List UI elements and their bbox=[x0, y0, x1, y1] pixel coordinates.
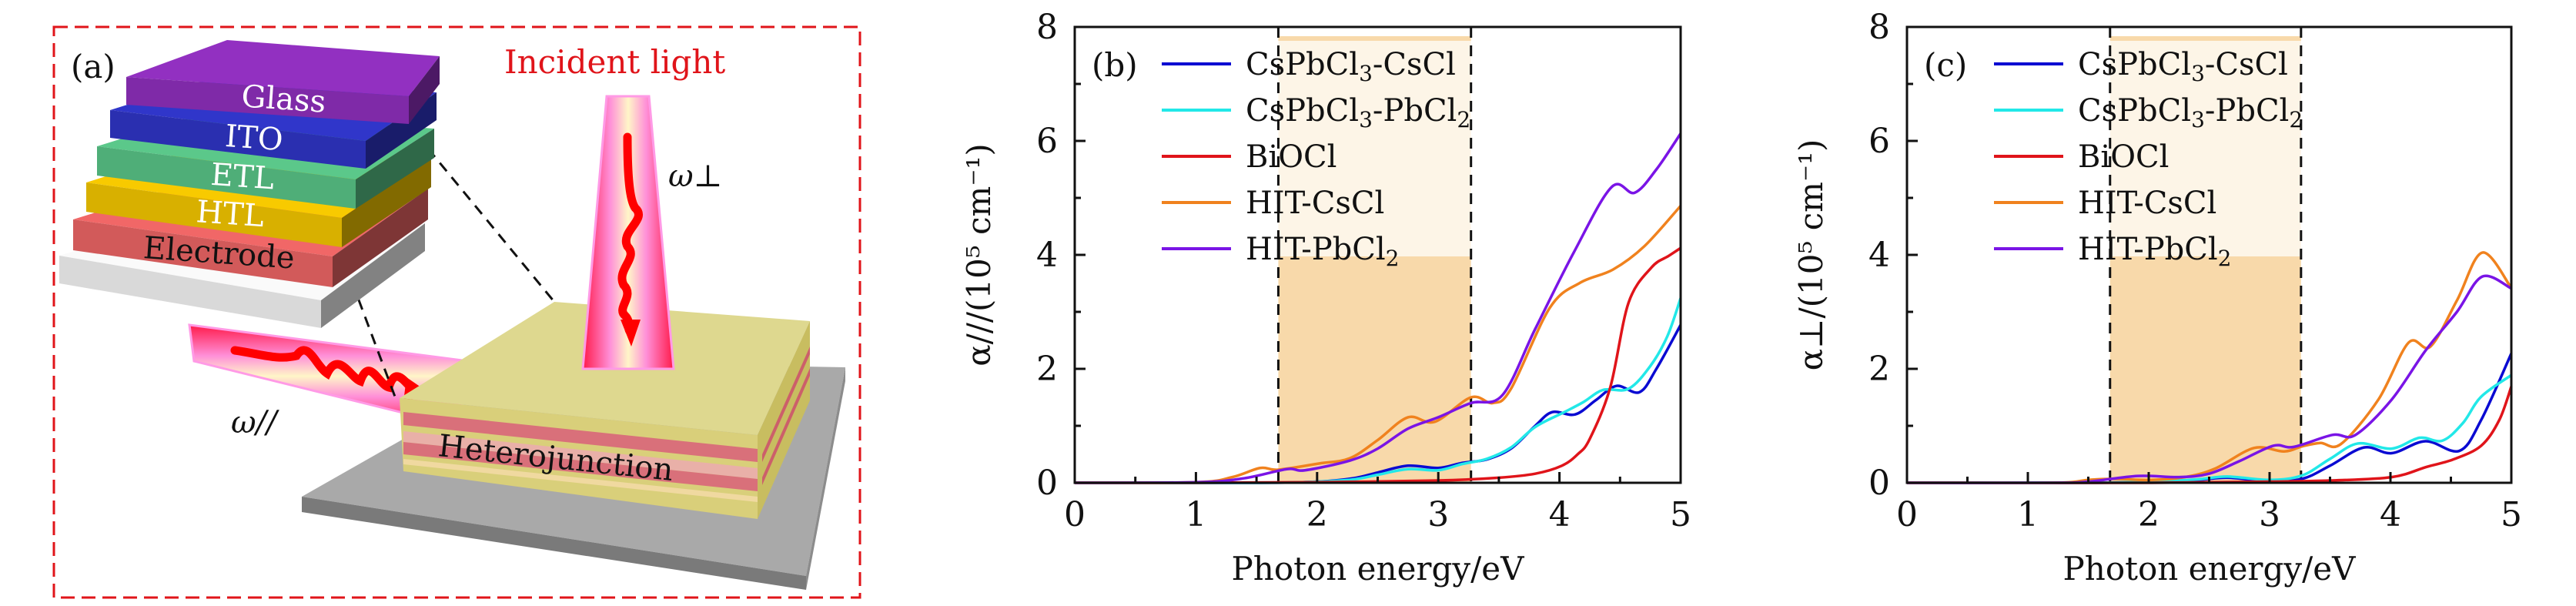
stack-layer-label: Glass bbox=[240, 79, 327, 120]
legend-label: CsPbCl3​-PbCl2​ bbox=[2078, 93, 2303, 132]
legend-background bbox=[1244, 41, 1490, 256]
panel-c-chart: 0 1 2 3 4 5 0 2 4 6 8 Photon energy/eV α⊥/(10⁵ cm⁻¹)… bbox=[1792, 8, 2522, 588]
legend-label: HIT-PbCl2​ bbox=[1246, 232, 1399, 271]
legend-label: CsPbCl3​-PbCl2​ bbox=[1246, 93, 1470, 132]
legend-item: HIT-CsCl bbox=[1994, 186, 2216, 221]
y-tick-label: 6 bbox=[1868, 122, 1890, 161]
x-tick-label: 0 bbox=[1896, 495, 1918, 534]
x-tick-label: 1 bbox=[2017, 495, 2039, 534]
x-tick-label: 2 bbox=[2138, 495, 2159, 534]
legend-item: CsPbCl3​-PbCl2​ bbox=[1162, 93, 1470, 132]
legend-label: HIT-CsCl bbox=[1246, 186, 1384, 221]
x-tick-label: 2 bbox=[1306, 495, 1328, 534]
panel-label: (c) bbox=[1924, 46, 1967, 84]
legend-item: CsPbCl3​-CsCl bbox=[1994, 47, 2288, 86]
y-tick-label: 0 bbox=[1036, 464, 1058, 503]
x-tick-label: 0 bbox=[1064, 495, 1086, 534]
y-tick-label: 2 bbox=[1868, 350, 1890, 389]
legend-item: CsPbCl3​-CsCl bbox=[1162, 47, 1456, 86]
panel-a: (a) Heterojunction bbox=[52, 25, 861, 599]
omega-perp-label: ω⊥ bbox=[668, 159, 722, 194]
perpendicular-light-beam bbox=[581, 95, 675, 370]
panel-b-chart: 0 1 2 3 4 5 0 2 4 6 8 Photon energy/eV α///(10⁵ cm⁻¹… bbox=[960, 8, 1691, 588]
legend-item: HIT-CsCl bbox=[1162, 186, 1384, 221]
legend-item: BiOCl bbox=[1162, 139, 1337, 175]
series-line-hit-pbcl2 bbox=[1074, 132, 1682, 484]
series-line-hit-cscl bbox=[1074, 205, 1682, 484]
y-tick-label: 4 bbox=[1036, 236, 1058, 275]
x-tick-label: 4 bbox=[2380, 495, 2401, 534]
x-axis-title: Photon energy/eV bbox=[1232, 550, 1525, 588]
legend-label: BiOCl bbox=[2078, 139, 2169, 175]
incident-light-label: Incident light bbox=[504, 43, 725, 81]
x-tick-label: 1 bbox=[1185, 495, 1206, 534]
panel-a-label: (a) bbox=[71, 48, 115, 85]
stack-layer-glass: Glass bbox=[126, 40, 440, 124]
legend-label: HIT-PbCl2​ bbox=[2078, 232, 2231, 271]
panel-a-frame bbox=[52, 25, 861, 599]
legend-item: HIT-PbCl2​ bbox=[1994, 232, 2231, 271]
panel-label: (b) bbox=[1092, 46, 1138, 84]
legend-item: BiOCl bbox=[1994, 139, 2169, 175]
x-tick-label: 5 bbox=[1670, 495, 1691, 534]
legend-label: BiOCl bbox=[1246, 139, 1337, 175]
y-tick-label: 4 bbox=[1868, 236, 1890, 275]
y-axis-title: α⊥/(10⁵ cm⁻¹) bbox=[1792, 139, 1830, 371]
legend-item: HIT-PbCl2​ bbox=[1162, 232, 1399, 271]
legend-label: CsPbCl3​-CsCl bbox=[2078, 47, 2288, 86]
x-tick-label: 4 bbox=[1549, 495, 1571, 534]
x-tick-label: 3 bbox=[2259, 495, 2280, 534]
legend-label: CsPbCl3​-CsCl bbox=[1246, 47, 1456, 86]
x-tick-label: 5 bbox=[2501, 495, 2522, 534]
stack-layer-label: ITO bbox=[224, 119, 284, 158]
legend-label: HIT-CsCl bbox=[2078, 186, 2216, 221]
stack-layer-label: ETL bbox=[209, 157, 275, 197]
y-tick-label: 0 bbox=[1868, 464, 1890, 503]
y-tick-label: 8 bbox=[1036, 8, 1058, 47]
y-axis-title: α///(10⁵ cm⁻¹) bbox=[960, 143, 998, 367]
legend-item: CsPbCl3​-PbCl2​ bbox=[1994, 93, 2303, 132]
y-tick-label: 2 bbox=[1036, 350, 1058, 389]
connector-line-bottom bbox=[331, 229, 396, 397]
connector-line-top bbox=[427, 148, 556, 303]
y-tick-label: 6 bbox=[1036, 122, 1058, 161]
legend-background bbox=[2076, 41, 2323, 256]
omega-parallel-label: ω// bbox=[231, 405, 279, 440]
x-tick-label: 3 bbox=[1427, 495, 1449, 534]
y-tick-label: 8 bbox=[1868, 8, 1890, 47]
stack-layer-label: HTL bbox=[195, 194, 265, 234]
x-axis-title: Photon energy/eV bbox=[2063, 550, 2357, 588]
